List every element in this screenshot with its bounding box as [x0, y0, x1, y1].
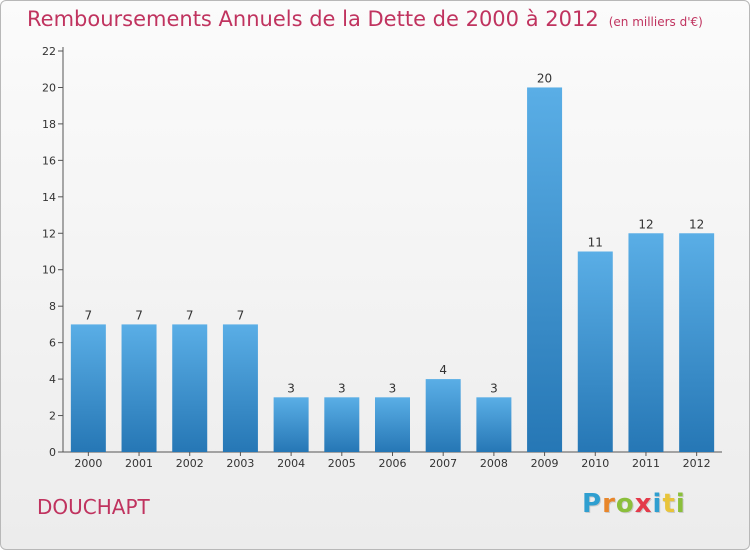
- data-label-2004: 3: [287, 381, 295, 395]
- bar-2011: [628, 233, 664, 452]
- x-tick-label-2002: 2002: [176, 457, 204, 470]
- logo-letter: P: [582, 489, 603, 519]
- y-tick-label: 0: [49, 446, 56, 459]
- data-label-2001: 7: [135, 308, 143, 322]
- x-tick-label-2007: 2007: [429, 457, 457, 470]
- logo-letter: t: [662, 489, 676, 519]
- x-tick-label-2011: 2011: [632, 457, 660, 470]
- y-tick-label: 20: [42, 81, 56, 94]
- y-tick-label: 22: [42, 45, 56, 58]
- y-tick-label: 6: [49, 337, 56, 350]
- bar-2004: [273, 397, 309, 452]
- y-tick-label: 10: [42, 264, 56, 277]
- y-tick-label: 2: [49, 410, 56, 423]
- x-tick-label-2009: 2009: [531, 457, 559, 470]
- data-label-2000: 7: [85, 308, 93, 322]
- bar-2009: [527, 87, 563, 453]
- y-tick-label: 12: [42, 227, 56, 240]
- logo-letter: x: [634, 489, 653, 519]
- data-label-2009: 20: [537, 71, 552, 85]
- data-label-2007: 4: [439, 363, 447, 377]
- x-tick-label-2006: 2006: [379, 457, 407, 470]
- data-label-2003: 7: [237, 308, 245, 322]
- commune-name: DOUCHAPT: [37, 495, 150, 519]
- logo-letter: o: [615, 489, 635, 519]
- bar-2010: [577, 251, 613, 452]
- x-tick-label-2005: 2005: [328, 457, 356, 470]
- y-tick-label: 16: [42, 154, 56, 167]
- y-tick-label: 14: [42, 191, 56, 204]
- y-tick-label: 18: [42, 118, 56, 131]
- logo-letter: i: [652, 489, 663, 519]
- bar-2012: [679, 233, 715, 452]
- data-label-2011: 12: [638, 217, 653, 231]
- x-tick-label-2001: 2001: [125, 457, 153, 470]
- x-tick-label-2000: 2000: [74, 457, 102, 470]
- chart-unit: (en milliers d'€): [608, 15, 703, 29]
- data-label-2008: 3: [490, 381, 498, 395]
- data-label-2005: 3: [338, 381, 346, 395]
- bar-2000: [70, 324, 106, 452]
- bars: [70, 87, 715, 453]
- bar-2006: [375, 397, 410, 452]
- y-tick-label: 8: [49, 300, 56, 313]
- x-tick-label-2008: 2008: [480, 457, 508, 470]
- data-label-2002: 7: [186, 308, 194, 322]
- data-label-2012: 12: [689, 217, 704, 231]
- bar-2008: [476, 397, 512, 452]
- bar-2001: [121, 324, 157, 452]
- proxiti-logo: Proxiti: [582, 489, 686, 519]
- data-label-2010: 11: [588, 236, 603, 250]
- chart-title: Remboursements Annuels de la Dette de 20…: [27, 7, 703, 31]
- bar-2002: [172, 324, 208, 452]
- x-tick-label-2003: 2003: [226, 457, 254, 470]
- logo-letter: i: [675, 489, 686, 519]
- logo-letter: r: [602, 489, 616, 519]
- bar-2003: [222, 324, 258, 452]
- x-tick-label-2010: 2010: [581, 457, 609, 470]
- bar-2005: [324, 397, 360, 452]
- y-tick-label: 4: [49, 373, 56, 386]
- x-tick-label-2012: 2012: [683, 457, 711, 470]
- axes: 0 2 4 6 8 10 12 14 16 18 20 22 2000 2001 2002 2003 2004 2…: [42, 45, 722, 470]
- data-labels: 7 7 7 7 3 3 3 4 3 20 11 12 12: [85, 71, 705, 395]
- x-tick-label-2004: 2004: [277, 457, 305, 470]
- chart-title-text: Remboursements Annuels de la Dette de 20…: [27, 7, 599, 31]
- data-label-2006: 3: [389, 381, 397, 395]
- bar-2007: [425, 379, 461, 452]
